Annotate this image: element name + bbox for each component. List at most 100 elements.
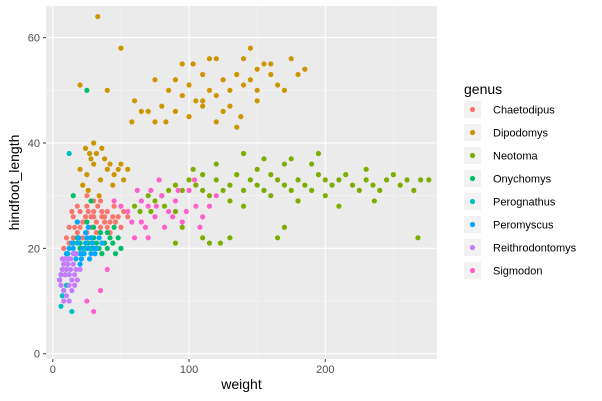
legend-item-sigmodon: Sigmodon [464,262,543,279]
data-point [63,251,70,257]
data-point [73,256,79,262]
data-point [112,251,119,257]
x-tick-label: 0 [50,364,56,376]
data-point [179,61,185,67]
data-point [295,198,301,204]
legend-item-reithrodontomys: Reithrodontomys [464,239,577,256]
data-point [309,187,315,193]
data-point [172,182,179,188]
grid-lines [46,6,437,359]
data-point [148,208,154,215]
data-point [104,266,110,273]
legend-marker [469,106,476,113]
data-point [206,87,213,93]
data-point [72,272,78,278]
data-point [80,235,86,241]
data-point [288,156,294,162]
data-point [69,308,75,315]
data-point [97,198,104,204]
data-point [193,98,199,104]
data-point [91,161,97,167]
data-point [213,119,219,125]
data-point [390,172,396,178]
data-point [206,56,213,62]
data-point [84,172,90,178]
data-point [65,261,71,267]
axes: 0 100 200 0 20 40 60 [28,33,335,376]
data-point [66,298,72,304]
legend-marker [469,175,476,182]
data-point [69,240,75,246]
data-point [148,187,154,193]
data-point [179,219,185,225]
data-point [172,77,179,83]
legend-marker [469,267,476,274]
data-point [107,161,113,167]
data-point [111,224,117,230]
data-point [227,198,233,204]
data-point [309,161,315,167]
data-point [261,61,267,67]
data-point [81,251,87,257]
data-point [104,224,110,230]
data-point [84,298,90,304]
data-point [111,172,117,178]
data-point [107,235,113,241]
legend-title: genus [464,81,502,97]
data-point [59,266,65,273]
data-point [91,308,97,315]
data-point [363,177,369,183]
data-point [72,282,78,288]
data-point [281,87,288,93]
legend-item-chaetodipus: Chaetodipus [464,101,555,118]
data-point [84,219,90,225]
data-point [281,182,288,188]
data-point [356,187,362,193]
data-point [166,87,172,93]
data-point [234,71,240,78]
data-point [268,71,274,78]
data-points [57,13,432,315]
data-point [131,98,138,104]
data-point [322,177,328,183]
data-point [69,208,75,215]
data-point [66,224,72,230]
data-point [73,251,79,257]
data-point [82,145,89,151]
data-point [281,224,288,230]
x-tick-label: 100 [180,364,198,376]
data-point [82,229,89,236]
data-point [206,203,213,209]
data-point [74,240,80,246]
series-dipodomys [77,13,308,199]
data-point [397,182,403,188]
data-point [418,177,424,183]
data-point [97,224,104,230]
data-point [77,261,83,267]
data-point [152,214,158,220]
data-point [302,182,308,188]
data-point [59,293,65,299]
data-point [99,208,105,215]
data-point [275,82,281,88]
data-point [80,182,86,188]
data-point [97,287,104,294]
data-point [63,266,70,273]
data-point [93,219,100,225]
data-point [73,266,79,273]
data-point [200,235,206,241]
data-point [63,293,70,299]
legend-label: Peromyscus [493,220,554,232]
data-point [227,103,233,109]
data-point [247,45,253,51]
data-point [206,193,213,199]
data-point [426,177,432,183]
data-point [125,214,131,220]
data-point [240,150,247,157]
data-point [72,224,78,230]
data-point [88,251,94,257]
data-point [377,187,383,193]
data-point [99,145,105,151]
data-point [93,229,100,236]
data-point [118,45,124,51]
